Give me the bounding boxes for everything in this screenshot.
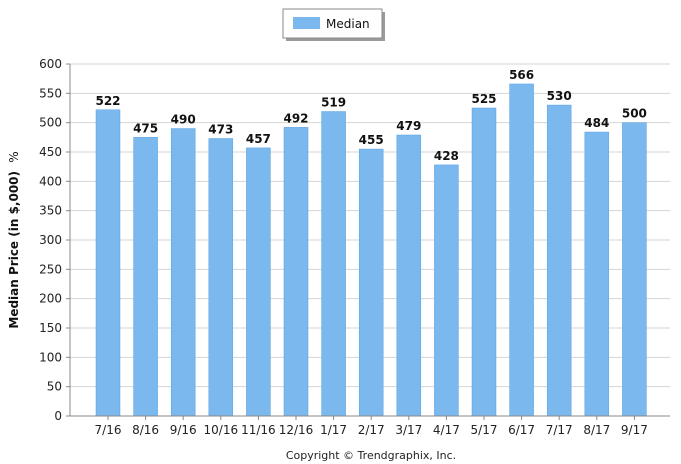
x-tick-label: 11/16 (241, 423, 276, 437)
y-tick-label: 450 (39, 145, 62, 159)
y-tick-label: 200 (39, 292, 62, 306)
legend-label: Median (326, 17, 370, 31)
bar (434, 164, 459, 417)
x-tick-label: 3/17 (395, 423, 422, 437)
x-tick-label: 8/16 (132, 423, 159, 437)
data-label: 530 (547, 89, 572, 103)
data-labels: 522 475 490 473 457 492 519 455 479 428 525 566 530 4… (95, 68, 646, 163)
bar (584, 131, 610, 417)
data-label: 479 (396, 119, 421, 133)
y-axis-title: Median Price (in $,000) % (7, 151, 21, 328)
data-label: 519 (321, 96, 346, 110)
x-tick-label: 1/17 (320, 423, 347, 437)
y-tick-label: 400 (39, 174, 62, 188)
x-tick-label: 2/17 (358, 423, 385, 437)
y-tick-label: 300 (39, 233, 62, 247)
bar (133, 137, 158, 417)
bar (208, 138, 234, 417)
legend-swatch (293, 17, 320, 29)
y-tick-label: 350 (39, 204, 62, 218)
data-label: 566 (509, 68, 534, 82)
y-tick-label: 600 (39, 57, 62, 71)
bar (95, 109, 121, 417)
bar (622, 122, 647, 417)
y-tick-label: 150 (39, 321, 62, 335)
x-tick-label: 9/17 (621, 423, 648, 437)
legend: Median (282, 8, 385, 41)
data-label: 522 (95, 94, 120, 108)
data-label: 525 (471, 92, 496, 106)
y-axis-title-main: Median Price (in $,000) (7, 171, 21, 329)
bar (283, 127, 309, 417)
x-tick-label: 5/17 (471, 423, 498, 437)
bar (358, 148, 384, 417)
x-tick-label: 12/16 (279, 423, 314, 437)
x-tick-label: 9/16 (170, 423, 197, 437)
y-tick-label: 0 (54, 409, 62, 423)
data-label: 490 (171, 113, 196, 127)
y-tick-label: 100 (39, 350, 62, 364)
bars (95, 83, 647, 417)
y-axis-ticks: 0 50 100 150 200 250 300 350 400 450 500 550 600 (39, 57, 70, 423)
x-tick-label: 10/16 (204, 423, 239, 437)
bar (471, 107, 497, 417)
bar (170, 128, 196, 417)
x-tick-label: 4/17 (433, 423, 460, 437)
x-tick-label: 6/17 (508, 423, 535, 437)
copyright-text: Copyright © Trendgraphix, Inc. (286, 449, 456, 462)
bar (396, 134, 422, 417)
y-tick-label: 50 (47, 380, 62, 394)
data-label: 484 (584, 116, 609, 130)
data-label: 500 (622, 107, 647, 121)
data-label: 492 (283, 111, 308, 125)
data-label: 457 (246, 132, 271, 146)
data-label: 475 (133, 121, 158, 135)
bar (509, 83, 534, 417)
y-tick-label: 500 (39, 116, 62, 130)
y-axis-title-unit: % (7, 151, 21, 162)
data-label: 473 (208, 123, 233, 137)
bar (546, 104, 572, 417)
x-tick-label: 8/17 (583, 423, 610, 437)
x-axis-ticks: 7/16 8/16 9/16 10/16 11/16 12/16 1/17 2/17 3/17 4… (95, 416, 648, 437)
bar (321, 111, 346, 417)
x-tick-label: 7/16 (95, 423, 122, 437)
x-tick-label: 7/17 (546, 423, 573, 437)
y-tick-label: 550 (39, 86, 62, 100)
bar (246, 147, 271, 417)
y-tick-label: 250 (39, 262, 62, 276)
data-label: 428 (434, 149, 459, 163)
data-label: 455 (359, 133, 384, 147)
